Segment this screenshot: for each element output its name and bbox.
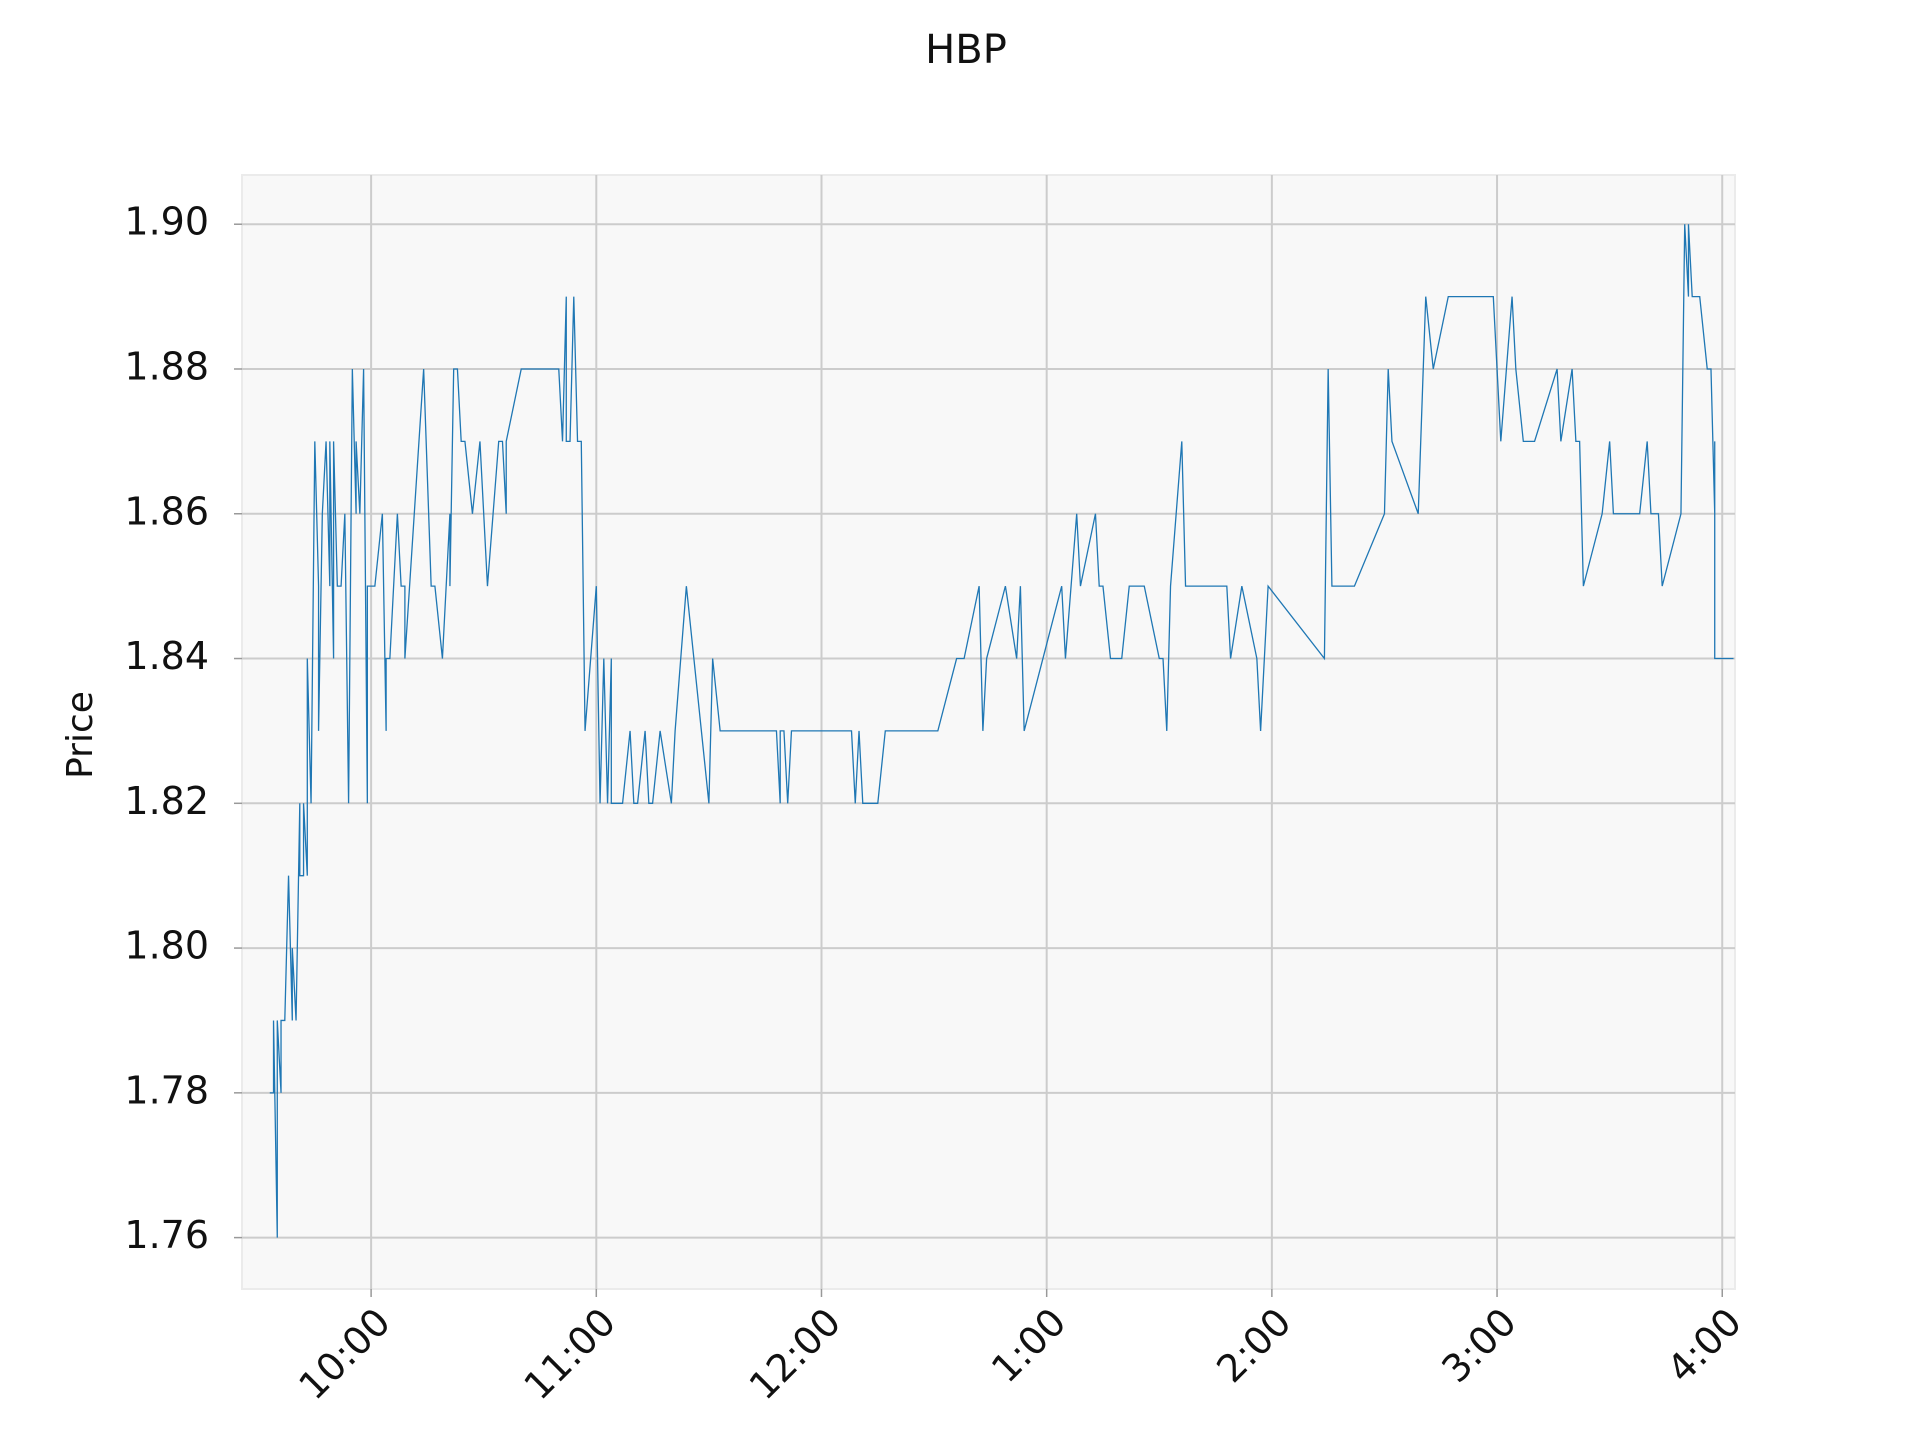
x-tick-label: 10:00: [290, 1300, 399, 1409]
y-axis-label: Price: [60, 691, 101, 779]
y-tick-label: 1.90: [124, 200, 209, 244]
x-tick-label: 2:00: [1208, 1300, 1299, 1391]
price-line: [269, 224, 1734, 1238]
marks: [269, 224, 1734, 1238]
y-tick-label: 1.86: [124, 489, 209, 533]
y-tick-label: 1.80: [124, 924, 209, 968]
x-tick-label: 1:00: [983, 1300, 1074, 1391]
x-tick-label: 3:00: [1433, 1300, 1524, 1391]
y-tick-label: 1.78: [124, 1068, 209, 1112]
y-tick-label: 1.88: [124, 344, 209, 388]
chart-title: HBP: [925, 27, 1007, 73]
y-tick-label: 1.84: [124, 634, 209, 678]
x-tick-label: 12:00: [741, 1300, 850, 1409]
y-tick-label: 1.76: [124, 1213, 209, 1257]
x-tick-label: 4:00: [1659, 1300, 1750, 1391]
plot-area: [241, 174, 1736, 1290]
x-tick-label: 11:00: [516, 1300, 625, 1409]
y-tick-label: 1.82: [124, 779, 209, 823]
